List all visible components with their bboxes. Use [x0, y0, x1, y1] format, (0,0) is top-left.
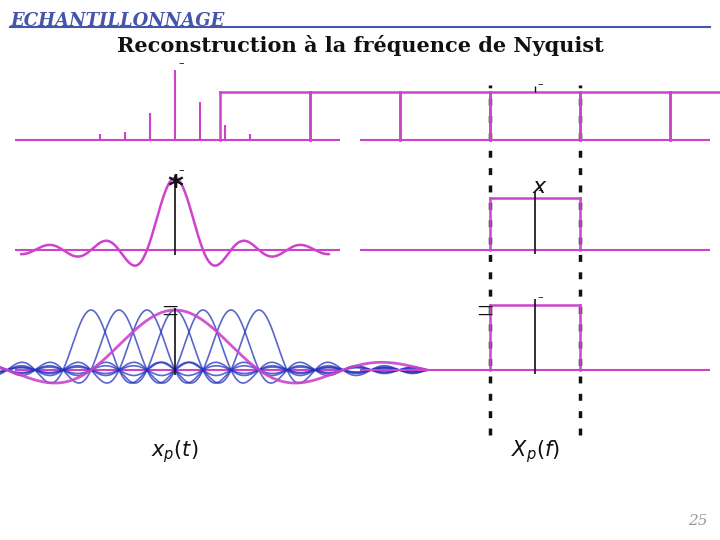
Text: —: — — [163, 299, 178, 314]
Text: $X_p(f)$: $X_p(f)$ — [510, 438, 559, 465]
Text: –: – — [178, 58, 184, 68]
Text: Reconstruction à la fréquence de Nyquist: Reconstruction à la fréquence de Nyquist — [117, 35, 603, 56]
Text: ECHANTILLONNAGE: ECHANTILLONNAGE — [10, 12, 225, 30]
Text: —: — — [477, 307, 492, 321]
Text: —: — — [163, 307, 178, 321]
Text: 25: 25 — [688, 514, 708, 528]
Text: $x$: $x$ — [532, 176, 548, 198]
Text: –: – — [537, 79, 543, 89]
Text: *: * — [167, 172, 183, 201]
Text: –: – — [537, 292, 543, 302]
Text: $x_p(t)$: $x_p(t)$ — [151, 438, 199, 465]
Text: –: – — [178, 165, 184, 175]
Text: —: — — [477, 299, 492, 314]
Text: –: – — [537, 185, 543, 195]
